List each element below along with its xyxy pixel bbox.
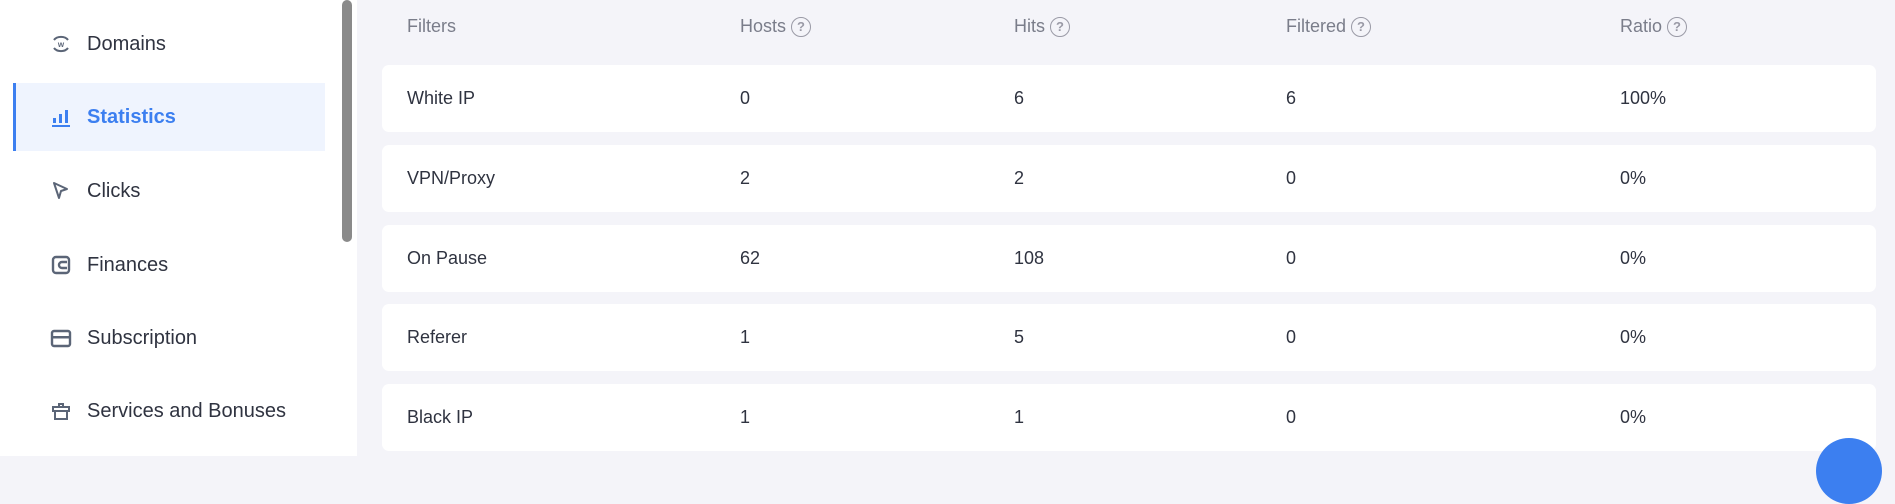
domain-w-icon: w [50, 33, 72, 55]
header-label: Filters [407, 16, 456, 36]
header-hosts: Hosts? [740, 16, 812, 37]
cell-ratio: 0% [1620, 168, 1647, 188]
table-row: Referer 1 5 0 0% [382, 304, 1876, 371]
sidebar-item-statistics[interactable]: Statistics [13, 83, 325, 151]
cell-filters: Referer [407, 327, 468, 347]
header-label: Hosts [740, 16, 787, 36]
cell-hosts: 0 [740, 88, 751, 108]
cell-filters: On Pause [407, 248, 488, 268]
cell-filtered: 0 [1286, 407, 1297, 427]
sidebar-item-label: Clicks [87, 179, 141, 202]
svg-text:w: w [57, 40, 65, 49]
cell-filters: White IP [407, 88, 476, 108]
cell-filtered: 0 [1286, 168, 1297, 188]
sidebar-item-label: Statistics [87, 105, 176, 128]
cell-hosts: 1 [740, 407, 751, 427]
help-icon[interactable]: ? [791, 16, 812, 37]
cell-ratio: 0% [1620, 407, 1647, 427]
cell-filters: Black IP [407, 407, 474, 427]
header-label: Hits [1014, 16, 1045, 36]
sidebar-item-label: Services and Bonuses [87, 399, 287, 422]
header-label: Ratio [1620, 16, 1663, 36]
bar-chart-icon [50, 106, 72, 128]
sidebar-item-services-and-bonuses[interactable]: Services and Bonuses [13, 377, 325, 445]
header-hits: Hits? [1014, 16, 1070, 37]
table-row: VPN/Proxy 2 2 0 0% [382, 145, 1876, 212]
sidebar-item-label: Domains [87, 32, 166, 55]
cell-hosts: 62 [740, 248, 761, 268]
sidebar-item-label: Subscription [87, 326, 198, 349]
help-icon[interactable]: ? [1667, 16, 1688, 37]
sidebar: w Domains Statistics Clicks Finances Sub… [0, 0, 357, 456]
cell-hits: 108 [1014, 248, 1045, 268]
cursor-icon [50, 180, 72, 202]
sidebar-item-clicks[interactable]: Clicks [13, 157, 325, 225]
cell-hits: 1 [1014, 407, 1025, 427]
card-icon [50, 327, 72, 349]
table-row: On Pause 62 108 0 0% [382, 225, 1876, 292]
cell-filters: VPN/Proxy [407, 168, 496, 188]
chat-button[interactable] [1816, 438, 1882, 504]
cell-hits: 6 [1014, 88, 1025, 108]
table-row: Black IP 1 1 0 0% [382, 384, 1876, 451]
cell-hosts: 1 [740, 327, 751, 347]
cell-filtered: 0 [1286, 327, 1297, 347]
header-label: Filtered [1286, 16, 1347, 36]
cell-ratio: 100% [1620, 88, 1667, 108]
sidebar-item-subscription[interactable]: Subscription [13, 304, 325, 372]
cell-filtered: 6 [1286, 88, 1297, 108]
help-icon[interactable]: ? [1351, 16, 1372, 37]
header-ratio: Ratio? [1620, 16, 1688, 37]
cell-filtered: 0 [1286, 248, 1297, 268]
gift-icon [50, 400, 72, 422]
sidebar-item-finances[interactable]: Finances [13, 231, 325, 299]
header-filters: Filters [407, 16, 456, 37]
wallet-icon [50, 254, 72, 276]
header-filtered: Filtered? [1286, 16, 1372, 37]
sidebar-item-label: Finances [87, 253, 169, 276]
cell-hosts: 2 [740, 168, 751, 188]
cell-ratio: 0% [1620, 327, 1647, 347]
cell-hits: 2 [1014, 168, 1025, 188]
filters-stats-table: Filters Hosts? Hits? Filtered? Ratio? Wh… [357, 0, 1895, 456]
sidebar-item-domains[interactable]: w Domains [13, 10, 325, 78]
help-icon[interactable]: ? [1050, 16, 1070, 37]
sidebar-scrollbar[interactable] [342, 0, 352, 242]
table-row: White IP 0 6 6 100% [382, 65, 1876, 132]
cell-ratio: 0% [1620, 248, 1647, 268]
cell-hits: 5 [1014, 327, 1025, 347]
